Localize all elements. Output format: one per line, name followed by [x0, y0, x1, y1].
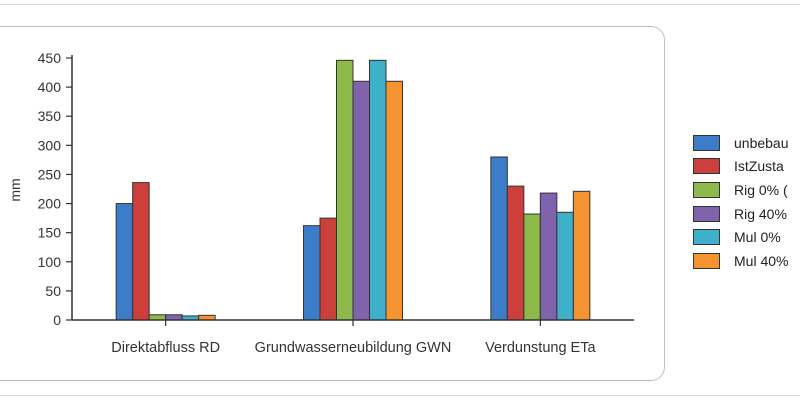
legend-label: unbebau	[734, 134, 789, 151]
legend-swatch	[693, 158, 720, 175]
x-axis: Direktabfluss RD Grundwasserneubildung GW…	[72, 319, 634, 356]
bar-mul-0-2	[369, 59, 387, 321]
bar-unbebau-1	[115, 203, 134, 321]
legend-item: Rig 0% (	[693, 178, 789, 202]
legend-label: Mul 0%	[734, 229, 781, 246]
legend-item: Mul 40%	[693, 249, 789, 273]
bar-mul-0-3	[556, 211, 574, 321]
y-tick-label: 350	[38, 108, 62, 124]
y-tick-label: 200	[38, 196, 62, 212]
y-axis-label: mm	[7, 178, 23, 201]
y-tick-label: 150	[38, 225, 62, 241]
legend-swatch	[693, 181, 720, 198]
x-tick-label: Verdunstung ETa	[485, 340, 596, 356]
y-axis: 0 50 100 150 200 250 300 350 400 450	[38, 50, 73, 328]
y-tick-label: 450	[38, 50, 62, 66]
y-tick-label: 400	[38, 79, 62, 95]
x-tick-label: Grundwasserneubildung GWN	[255, 340, 452, 356]
legend-label: IstZusta	[734, 158, 784, 175]
bar-istzusta-1	[132, 182, 150, 321]
y-tick-label: 50	[45, 283, 61, 299]
x-tick-label: Direktabfluss RD	[111, 340, 220, 356]
bottom-divider	[0, 395, 800, 396]
top-divider	[0, 4, 800, 5]
legend-swatch	[693, 229, 720, 246]
bar-rig-40-2	[352, 80, 370, 321]
bar-unbebau-2	[303, 225, 321, 321]
legend-swatch	[693, 205, 720, 222]
bar-rig-0-3	[523, 213, 541, 321]
legend-label: Mul 40%	[734, 252, 789, 269]
legend-item: IstZusta	[693, 155, 789, 179]
bar-rig-0-2	[336, 59, 354, 321]
bar-rig-0-1	[148, 314, 167, 321]
legend-item: Rig 40%	[693, 202, 789, 226]
bar-mul-40-2	[385, 80, 403, 321]
y-tick-label: 300	[38, 137, 62, 153]
bars	[115, 59, 591, 321]
legend-swatch	[693, 252, 720, 269]
y-tick-label: 100	[38, 254, 62, 270]
legend-item: unbebau	[693, 131, 789, 155]
bar-rig-40-1	[165, 314, 183, 321]
legend-item: Mul 0%	[693, 225, 789, 249]
y-tick-label: 250	[38, 166, 62, 182]
legend: unbebau IstZusta Rig 0% ( Rig 40% Mul 0% Mul …	[693, 131, 789, 273]
y-tick-label: 0	[53, 312, 61, 328]
legend-swatch	[693, 134, 720, 151]
bar-unbebau-3	[490, 156, 508, 321]
legend-label: Rig 0% (	[734, 181, 788, 198]
legend-label: Rig 40%	[734, 205, 787, 222]
bar-mul-40-3	[572, 190, 591, 321]
bar-rig-40-3	[539, 192, 558, 321]
bar-istzusta-2	[319, 217, 337, 321]
bar-istzusta-3	[506, 185, 525, 321]
